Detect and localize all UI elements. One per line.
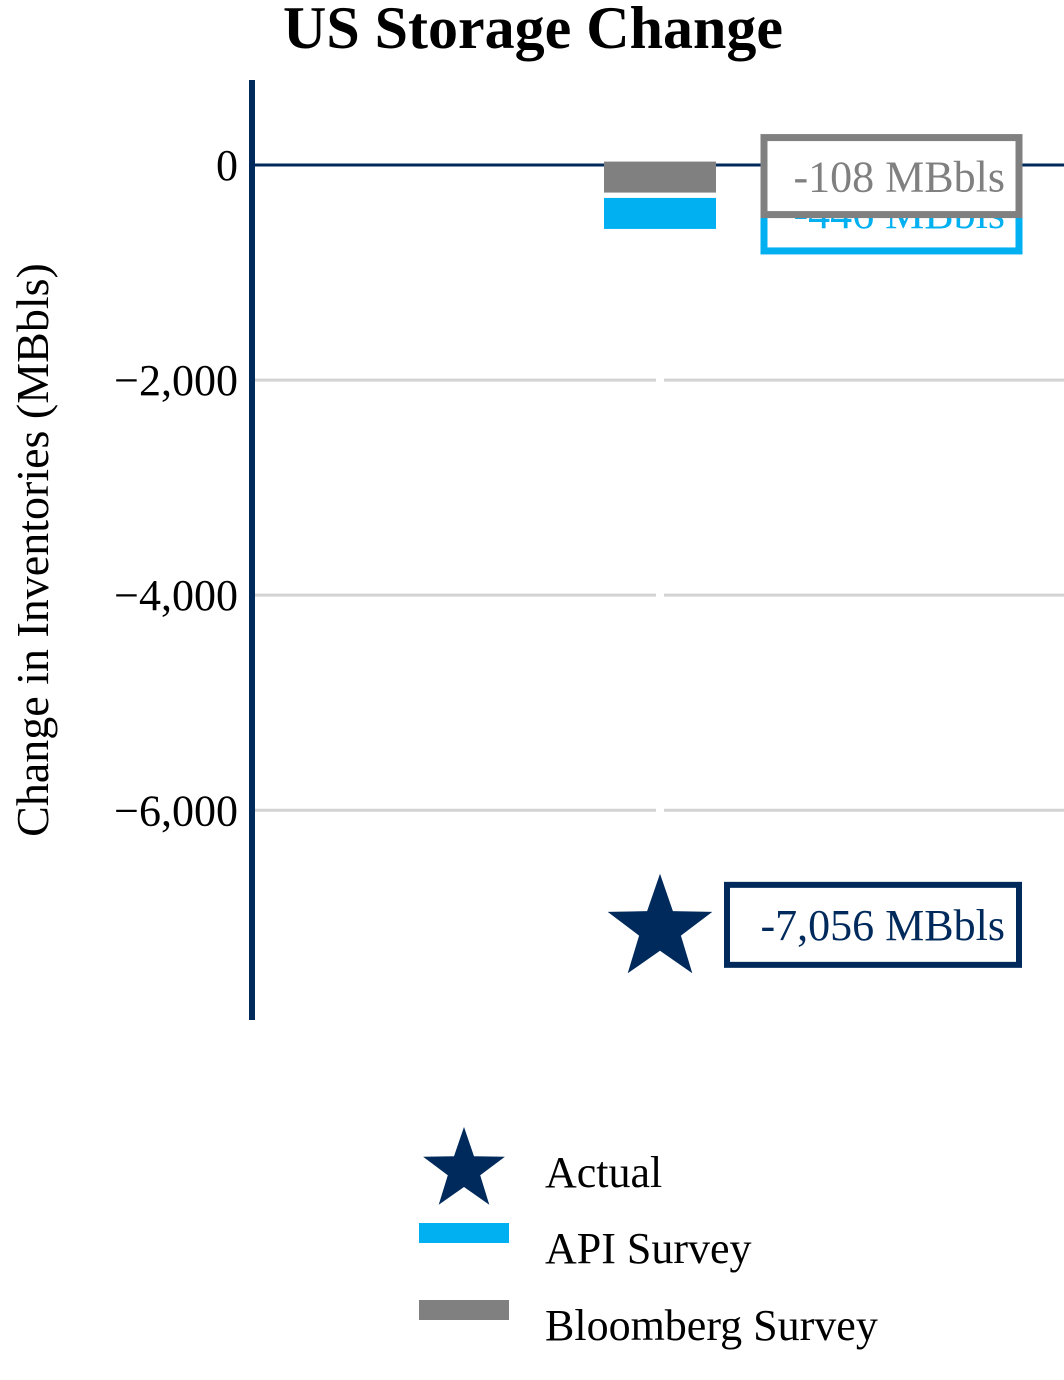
legend-label: Actual — [545, 1148, 662, 1197]
bar-bloomberg-survey — [604, 161, 716, 193]
label-text: -108 MBbls — [794, 153, 1005, 202]
y-tick-label: 0 — [216, 141, 238, 190]
y-tick-label: −4,000 — [114, 571, 238, 620]
star-actual — [607, 873, 713, 974]
legend-item-actual: Actual — [423, 1127, 662, 1205]
bar-api-survey — [604, 197, 716, 229]
data-label-bloomberg-survey: -108 MBbls — [760, 134, 1023, 219]
label-text: -7,056 MBbls — [761, 901, 1005, 950]
legend-swatch — [419, 1223, 509, 1243]
legend-swatch — [419, 1300, 509, 1320]
label-box — [760, 134, 1023, 219]
legend-item-bloomberg-survey: Bloomberg Survey — [419, 1300, 878, 1350]
y-tick-label: −2,000 — [114, 356, 238, 405]
legend-star-icon — [423, 1127, 505, 1205]
legend-label: Bloomberg Survey — [545, 1301, 878, 1350]
label-box — [724, 881, 1022, 968]
legend-item-api-survey: API Survey — [419, 1223, 752, 1273]
y-axis-label: Change in Inventories (MBbls) — [7, 263, 58, 837]
y-tick-label: −6,000 — [114, 786, 238, 835]
legend-label: API Survey — [545, 1224, 752, 1273]
data-label-actual: -7,056 MBbls — [724, 881, 1022, 968]
chart-title: US Storage Change — [283, 0, 783, 61]
